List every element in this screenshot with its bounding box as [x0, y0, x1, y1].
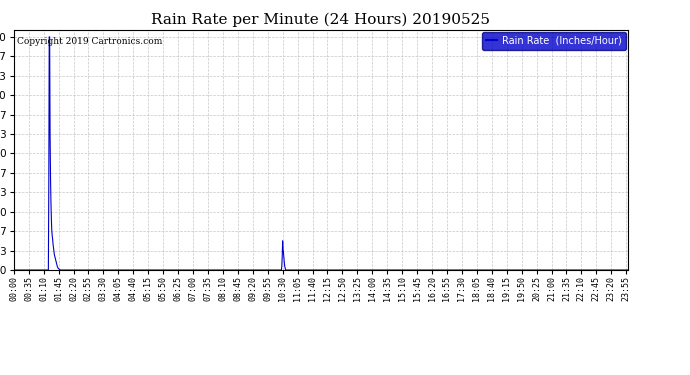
Text: Copyright 2019 Cartronics.com: Copyright 2019 Cartronics.com [17, 37, 162, 46]
Title: Rain Rate per Minute (24 Hours) 20190525: Rain Rate per Minute (24 Hours) 20190525 [151, 13, 491, 27]
Legend: Rain Rate  (Inches/Hour): Rain Rate (Inches/Hour) [482, 32, 626, 50]
